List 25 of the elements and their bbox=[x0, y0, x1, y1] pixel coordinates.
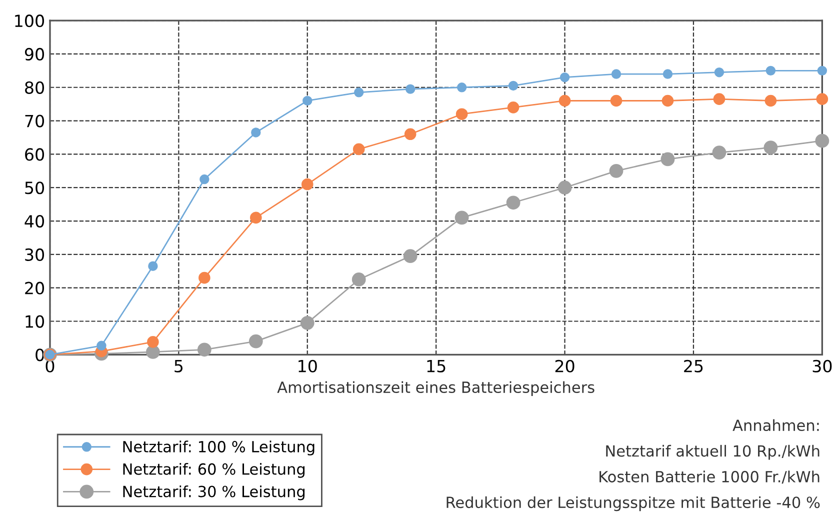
x-tick-label: 15 bbox=[427, 360, 446, 372]
x-tick-label: 5 bbox=[174, 360, 183, 372]
x-axis-title: Amortisationszeit eines Batteriespeichers bbox=[277, 381, 594, 396]
x-tick-label: 30 bbox=[812, 360, 832, 372]
y-tick-label: 40 bbox=[24, 214, 44, 228]
y-tick-label: 0 bbox=[36, 348, 44, 362]
x-tick-label: 25 bbox=[684, 360, 703, 372]
y-tick-label: 60 bbox=[25, 148, 44, 161]
y-tick-label: 80 bbox=[25, 81, 44, 94]
x-tick-label: 10 bbox=[298, 360, 317, 372]
text: Reduktion der Leistungsspitze mit Batterie -40 % bbox=[446, 496, 820, 512]
x-tick-label: 20 bbox=[555, 360, 574, 372]
y-tick-label: 50 bbox=[25, 182, 44, 194]
y-tick-label: 10 bbox=[26, 315, 44, 328]
y-tick-label: 100 bbox=[15, 14, 44, 28]
y-tick-label: 30 bbox=[25, 248, 44, 261]
legend-label: Netztarif: 30 % Leistung bbox=[123, 485, 305, 500]
text: Kosten Batterie 1000 Fr./kWh bbox=[600, 470, 820, 484]
y-tick-label: 70 bbox=[25, 114, 44, 128]
legend-label: Netztarif: 100 % Leistung bbox=[123, 440, 314, 456]
y-tick-label: 90 bbox=[24, 48, 44, 61]
legend-label: Netztarif: 60 % Leistung bbox=[123, 463, 305, 478]
text: Netztarif aktuell 10 Rp./kWh bbox=[606, 444, 820, 460]
text: Annahmen: bbox=[732, 419, 819, 432]
y-tick-label: 20 bbox=[25, 282, 44, 294]
